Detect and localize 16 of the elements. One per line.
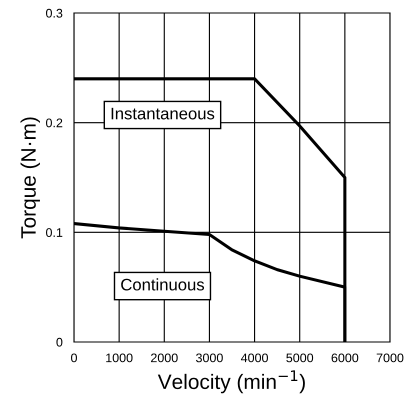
- y-tick-label: 0.2: [46, 118, 62, 128]
- y-tick-label: 0: [56, 338, 62, 347]
- y-axis-title: Torque (N·m): [20, 117, 40, 238]
- x-tick-label: 3000: [196, 353, 223, 362]
- y-tick-label: 0.1: [46, 228, 62, 237]
- x-tick-label: 4000: [240, 353, 268, 362]
- x-axis-title: Velocity (min$^{−1}$): [158, 370, 305, 394]
- y-tick-label: 0.3: [46, 8, 62, 18]
- x-tick-label: 5000: [286, 353, 314, 362]
- series-label: Instantaneous: [112, 108, 214, 120]
- x-tick-label: 1000: [106, 353, 133, 362]
- x-tick-label: 6000: [332, 353, 358, 362]
- x-tick-label: 0: [71, 353, 77, 362]
- text: Continuous: [121, 278, 204, 291]
- x-tick-label: 7000: [376, 353, 404, 362]
- x-tick-label: 2000: [151, 353, 178, 362]
